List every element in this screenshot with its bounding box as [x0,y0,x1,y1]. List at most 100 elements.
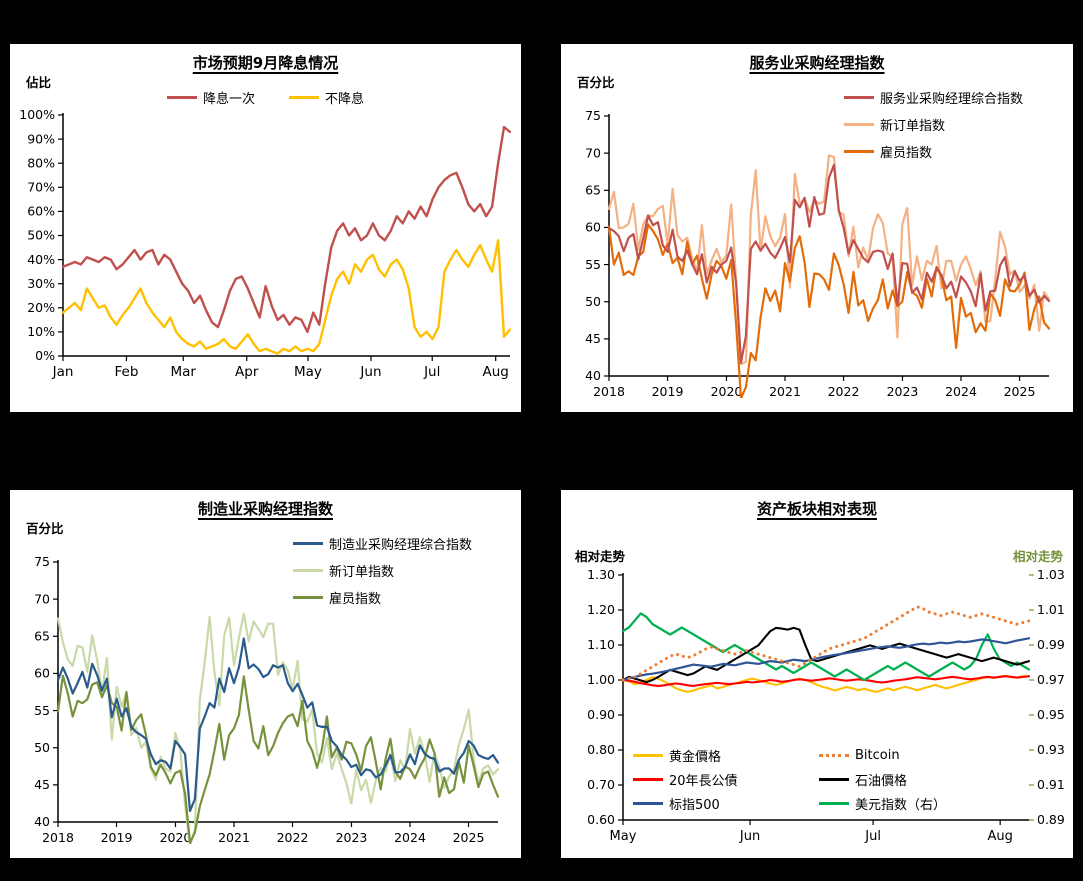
svg-text:0.60: 0.60 [587,812,615,827]
svg-text:2024: 2024 [394,830,426,845]
svg-text:70: 70 [585,145,601,160]
svg-text:0.97: 0.97 [1037,672,1065,687]
svg-text:2023: 2023 [336,830,368,845]
series-line [622,605,1030,682]
series-line [622,674,1030,693]
svg-text:Jun: Jun [739,829,760,844]
legend-label: 石油價格 [855,774,908,789]
legend-item: 标指500 [633,794,809,813]
svg-text:2021: 2021 [769,384,801,399]
svg-text:0%: 0% [35,348,55,363]
svg-text:60: 60 [34,666,50,681]
series-line [622,612,1030,682]
svg-text:90%: 90% [27,131,55,146]
svg-text:Jul: Jul [423,364,440,380]
svg-text:2022: 2022 [277,830,309,845]
legend-item: 制造业采购经理综合指数 [293,534,472,553]
legend-item: 新订单指数 [293,561,394,580]
svg-text:0.91: 0.91 [1037,777,1065,792]
legend-line-swatch-icon [293,542,323,545]
svg-text:0.99: 0.99 [1037,637,1065,652]
svg-text:40: 40 [34,814,50,829]
series-line [57,612,499,844]
svg-text:2018: 2018 [42,830,74,845]
svg-text:65: 65 [585,182,601,197]
svg-text:50: 50 [585,294,601,309]
chart-title: 服务业采购经理指数 [749,54,885,72]
panel-manufacturing-pmi: 制造业采购经理指数 百分比 制造业采购经理综合指数 新订单指数 雇员指数 40 45 5… [10,490,521,858]
svg-text:2018: 2018 [593,384,625,399]
svg-text:Jul: Jul [864,829,881,844]
legend-label: 制造业采购经理综合指数 [329,538,473,553]
legend-label: 不降息 [325,92,365,107]
svg-text:Mar: Mar [171,364,197,380]
legend-line-swatch-icon [633,778,663,781]
panel-asset-relative-performance: 资产板块相对表现 相对走势 相对走势 黄金價格 Bitcoin 20年長公債 石油價格… [561,490,1073,858]
svg-text:70: 70 [34,591,50,606]
legend-line-swatch-icon [819,778,849,781]
svg-text:2019: 2019 [101,830,133,845]
svg-text:50: 50 [34,740,50,755]
y-axis-title: 百分比 [26,521,64,536]
rate-cut-line-chart: 0% 10% 20% 30% 40% 50% 60% 70% 80% 90% 100% Jan Feb M… [19,107,511,380]
svg-text:2020: 2020 [711,384,743,399]
chart-legend: 服务业采购经理综合指数 新订单指数 雇员指数 [844,88,1023,161]
legend-line-swatch-icon [819,802,849,805]
legend-item: 美元指数（右） [819,794,946,813]
legend-label: 20年長公債 [669,774,738,789]
chart-title: 资产板块相对表现 [756,500,877,518]
svg-text:1.01: 1.01 [1037,602,1065,617]
svg-text:30%: 30% [27,276,55,291]
svg-text:2025: 2025 [1004,384,1036,399]
svg-text:Aug: Aug [483,364,509,380]
svg-text:50%: 50% [27,228,55,243]
svg-text:1.10: 1.10 [587,637,615,652]
chart-legend: 黄金價格 Bitcoin 20年長公債 石油價格标指500 美元指数（右） [633,746,946,813]
asset-performance-line-chart: 0.60 0.70 0.80 0.90 1.00 1.10 1.20 1.30 0.89 0.91… [587,567,1065,844]
legend-item: 新订单指数 [844,115,945,134]
chart-legend: 制造业采购经理综合指数新订单指数雇员指数 [293,534,472,607]
series-line [608,163,1050,364]
legend-line-swatch-icon [844,123,874,126]
series-line [622,675,1030,687]
svg-text:40: 40 [585,368,601,383]
svg-text:May: May [610,829,637,844]
svg-text:20%: 20% [27,300,55,315]
svg-text:45: 45 [585,331,601,346]
series-line [608,223,1050,398]
chart-title: 市场预期9月降息情况 [192,54,339,72]
legend-label: 黄金價格 [669,750,722,765]
legend-item: 雇员指数 [844,142,932,161]
svg-text:70%: 70% [27,180,55,195]
panel-rate-cut-expectations: 市场预期9月降息情况 佔比 降息一次 不降息 0% 10% 20% 30% 40% 50% 6… [10,44,521,412]
svg-text:Jan: Jan [52,364,74,380]
legend-item: 黄金價格 [633,746,809,765]
svg-text:10%: 10% [27,324,55,339]
svg-text:0.93: 0.93 [1037,742,1065,757]
svg-text:0.95: 0.95 [1037,707,1065,722]
legend-line-swatch-icon [819,754,849,757]
legend-line-swatch-icon [293,596,323,599]
right-y-axis-title: 相对走势 [1012,549,1063,564]
svg-text:100%: 100% [19,107,55,122]
series-line [62,239,511,355]
legend-label: 雇员指数 [329,592,382,607]
series-line [62,125,511,334]
svg-text:1.00: 1.00 [587,672,615,687]
svg-text:2021: 2021 [218,830,250,845]
legend-item: 降息一次 [166,88,255,107]
legend-item: 20年長公債 [633,770,809,789]
legend-line-swatch-icon [844,150,874,153]
legend-item: Bitcoin [819,746,946,765]
svg-text:Aug: Aug [987,829,1012,844]
svg-text:65: 65 [34,628,50,643]
svg-text:May: May [294,364,322,380]
series-line [57,674,499,844]
svg-text:0.90: 0.90 [587,707,615,722]
series-line [622,626,1030,684]
legend-item: 石油價格 [819,770,946,789]
svg-text:60%: 60% [27,204,55,219]
panel-services-pmi: 服务业采购经理指数 百分比 服务业采购经理综合指数 新订单指数 雇员指数 40 45 5… [561,44,1073,412]
svg-text:2024: 2024 [945,384,977,399]
